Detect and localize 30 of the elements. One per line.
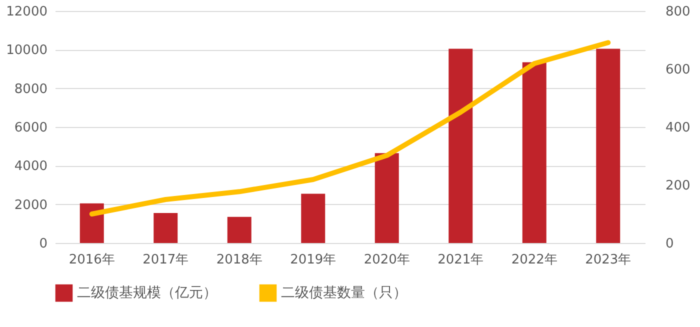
x-tick-label: 2021年 bbox=[438, 252, 484, 268]
y2-tick-label: 0 bbox=[666, 236, 674, 252]
x-tick-label: 2022年 bbox=[511, 252, 558, 268]
y-tick-label: 2000 bbox=[14, 198, 48, 213]
bar bbox=[154, 213, 178, 243]
y2-tick-label: 400 bbox=[666, 120, 690, 136]
y-tick-label: 10000 bbox=[6, 43, 48, 58]
bar bbox=[374, 153, 399, 243]
y2-tick-label: 800 bbox=[666, 4, 690, 20]
legend-label: 二级债基数量（只） bbox=[281, 285, 407, 302]
y-tick-label: 6000 bbox=[14, 120, 48, 136]
bar bbox=[522, 62, 546, 243]
y-tick-label: 0 bbox=[39, 236, 48, 252]
bar bbox=[227, 216, 252, 243]
y-tick-label: 4000 bbox=[14, 159, 48, 174]
legend-label: 二级债基规模（亿元） bbox=[77, 285, 217, 302]
y-tick-label: 8000 bbox=[14, 82, 48, 97]
y-tick-label: 12000 bbox=[6, 4, 48, 20]
x-tick-label: 2017年 bbox=[142, 252, 189, 268]
bar bbox=[301, 194, 326, 243]
x-tick-label: 2019年 bbox=[290, 252, 336, 268]
bar bbox=[596, 48, 620, 243]
x-tick-label: 2016年 bbox=[68, 252, 115, 268]
x-tick-label: 2023年 bbox=[585, 252, 632, 268]
y2-tick-label: 600 bbox=[666, 62, 690, 78]
bar bbox=[80, 203, 104, 243]
y2-tick-label: 200 bbox=[666, 178, 690, 194]
x-tick-label: 2018年 bbox=[216, 252, 262, 268]
x-tick-label: 2020年 bbox=[364, 252, 410, 268]
bar bbox=[448, 48, 473, 243]
